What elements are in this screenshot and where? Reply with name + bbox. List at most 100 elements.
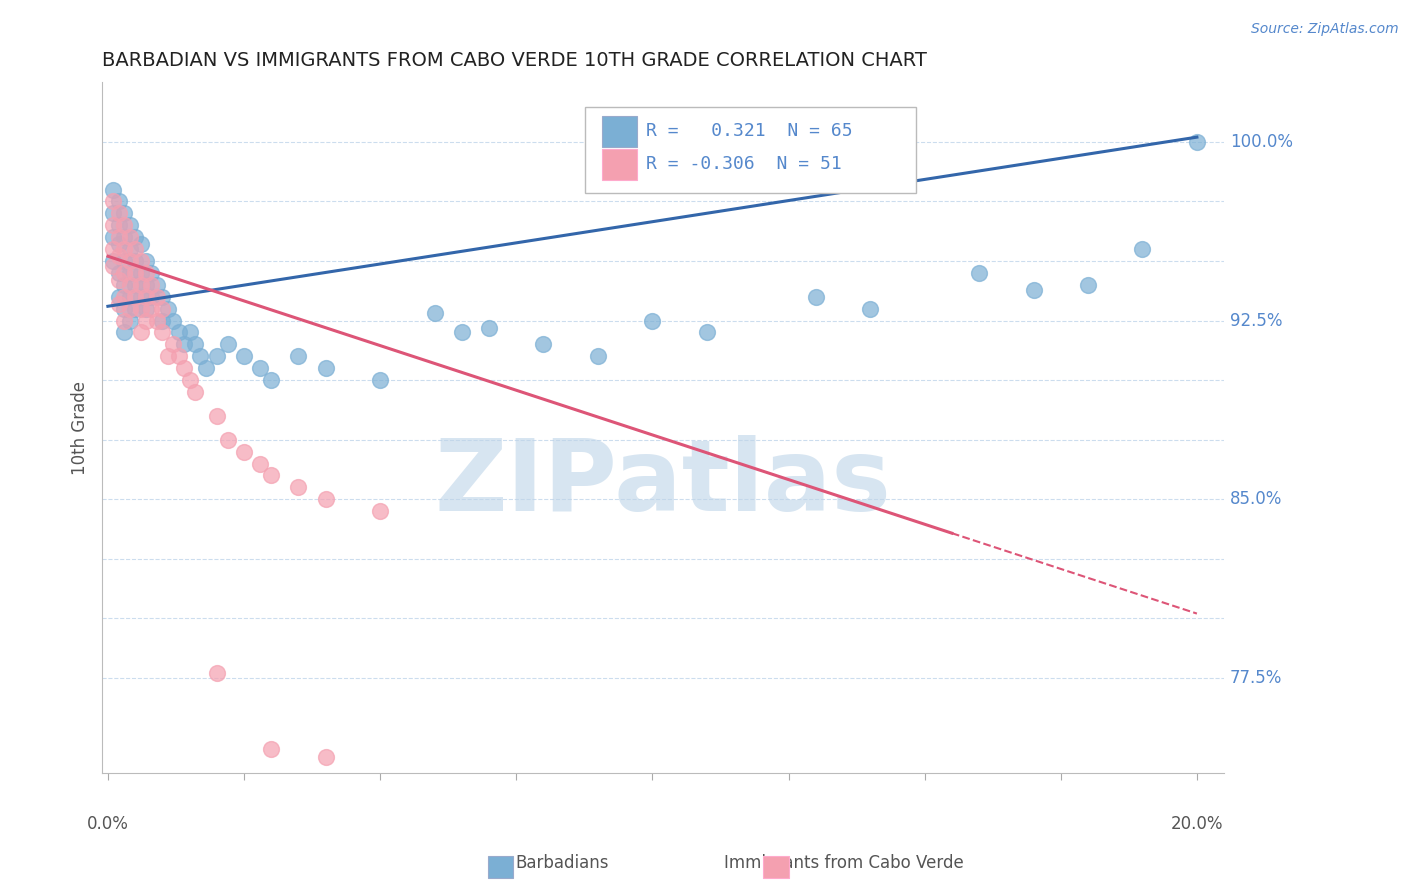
Point	[103, 182, 125, 196]
Point	[107, 206, 129, 220]
Point	[315, 361, 337, 376]
Y-axis label: 10th Grade: 10th Grade	[72, 381, 89, 475]
Point	[150, 326, 173, 340]
Point	[150, 290, 173, 304]
Point	[287, 349, 309, 363]
Point	[1077, 277, 1099, 292]
Point	[146, 313, 169, 327]
Point	[173, 337, 195, 351]
Point	[129, 301, 152, 316]
Point	[1132, 242, 1154, 256]
Point	[141, 290, 163, 304]
Point	[103, 259, 125, 273]
Point	[260, 468, 283, 483]
FancyBboxPatch shape	[602, 115, 637, 147]
Point	[107, 230, 129, 244]
Point	[103, 194, 125, 209]
Point	[368, 504, 391, 518]
Point	[118, 277, 141, 292]
Text: 92.5%: 92.5%	[1230, 311, 1282, 329]
Point	[287, 480, 309, 494]
Point	[194, 361, 217, 376]
Point	[112, 290, 135, 304]
Point	[1022, 283, 1045, 297]
Point	[124, 266, 146, 280]
Point	[118, 219, 141, 233]
Point	[118, 301, 141, 316]
Point	[112, 230, 135, 244]
Point	[112, 277, 135, 292]
Point	[107, 273, 129, 287]
Point	[135, 313, 157, 327]
Point	[1185, 135, 1208, 149]
Point	[135, 254, 157, 268]
Text: 77.5%: 77.5%	[1230, 669, 1282, 687]
Point	[124, 277, 146, 292]
Point	[118, 230, 141, 244]
Point	[118, 290, 141, 304]
Point	[967, 266, 990, 280]
Point	[135, 301, 157, 316]
Point	[107, 297, 129, 311]
Point	[103, 230, 125, 244]
Point	[129, 277, 152, 292]
Point	[107, 249, 129, 263]
Point	[190, 349, 212, 363]
Text: Barbadians: Barbadians	[516, 855, 609, 872]
Point	[179, 373, 201, 387]
Point	[112, 326, 135, 340]
Point	[233, 444, 256, 458]
Point	[129, 254, 152, 268]
Point	[249, 361, 271, 376]
Point	[135, 277, 157, 292]
Point	[184, 385, 207, 400]
Point	[179, 326, 201, 340]
Point	[146, 290, 169, 304]
Point	[173, 361, 195, 376]
Point	[260, 373, 283, 387]
Point	[103, 254, 125, 268]
Point	[141, 301, 163, 316]
Point	[107, 194, 129, 209]
Point	[167, 349, 190, 363]
Point	[167, 326, 190, 340]
Text: ZIPatlas: ZIPatlas	[434, 434, 891, 532]
Point	[118, 254, 141, 268]
Point	[478, 320, 501, 334]
Text: 100.0%: 100.0%	[1230, 133, 1292, 151]
Text: Source: ZipAtlas.com: Source: ZipAtlas.com	[1251, 22, 1399, 37]
Point	[129, 237, 152, 252]
Point	[641, 313, 664, 327]
Point	[156, 349, 179, 363]
Point	[103, 242, 125, 256]
Point	[184, 337, 207, 351]
Text: R = -0.306  N = 51: R = -0.306 N = 51	[647, 155, 842, 173]
Point	[129, 326, 152, 340]
Text: 20.0%: 20.0%	[1171, 814, 1223, 832]
Point	[586, 349, 609, 363]
Point	[112, 206, 135, 220]
Point	[141, 277, 163, 292]
Point	[112, 313, 135, 327]
Point	[135, 266, 157, 280]
Point	[150, 313, 173, 327]
Point	[124, 254, 146, 268]
Point	[696, 326, 718, 340]
Point	[533, 337, 555, 351]
Point	[135, 290, 157, 304]
Point	[103, 219, 125, 233]
FancyBboxPatch shape	[585, 106, 915, 193]
Point	[112, 301, 135, 316]
Point	[107, 290, 129, 304]
FancyBboxPatch shape	[602, 149, 637, 180]
Point	[217, 433, 239, 447]
Point	[162, 337, 184, 351]
Point	[150, 301, 173, 316]
Point	[107, 266, 129, 280]
Point	[118, 266, 141, 280]
Point	[315, 492, 337, 507]
Point	[112, 254, 135, 268]
Point	[118, 313, 141, 327]
Text: BARBADIAN VS IMMIGRANTS FROM CABO VERDE 10TH GRADE CORRELATION CHART: BARBADIAN VS IMMIGRANTS FROM CABO VERDE …	[103, 51, 928, 70]
Point	[423, 306, 446, 320]
